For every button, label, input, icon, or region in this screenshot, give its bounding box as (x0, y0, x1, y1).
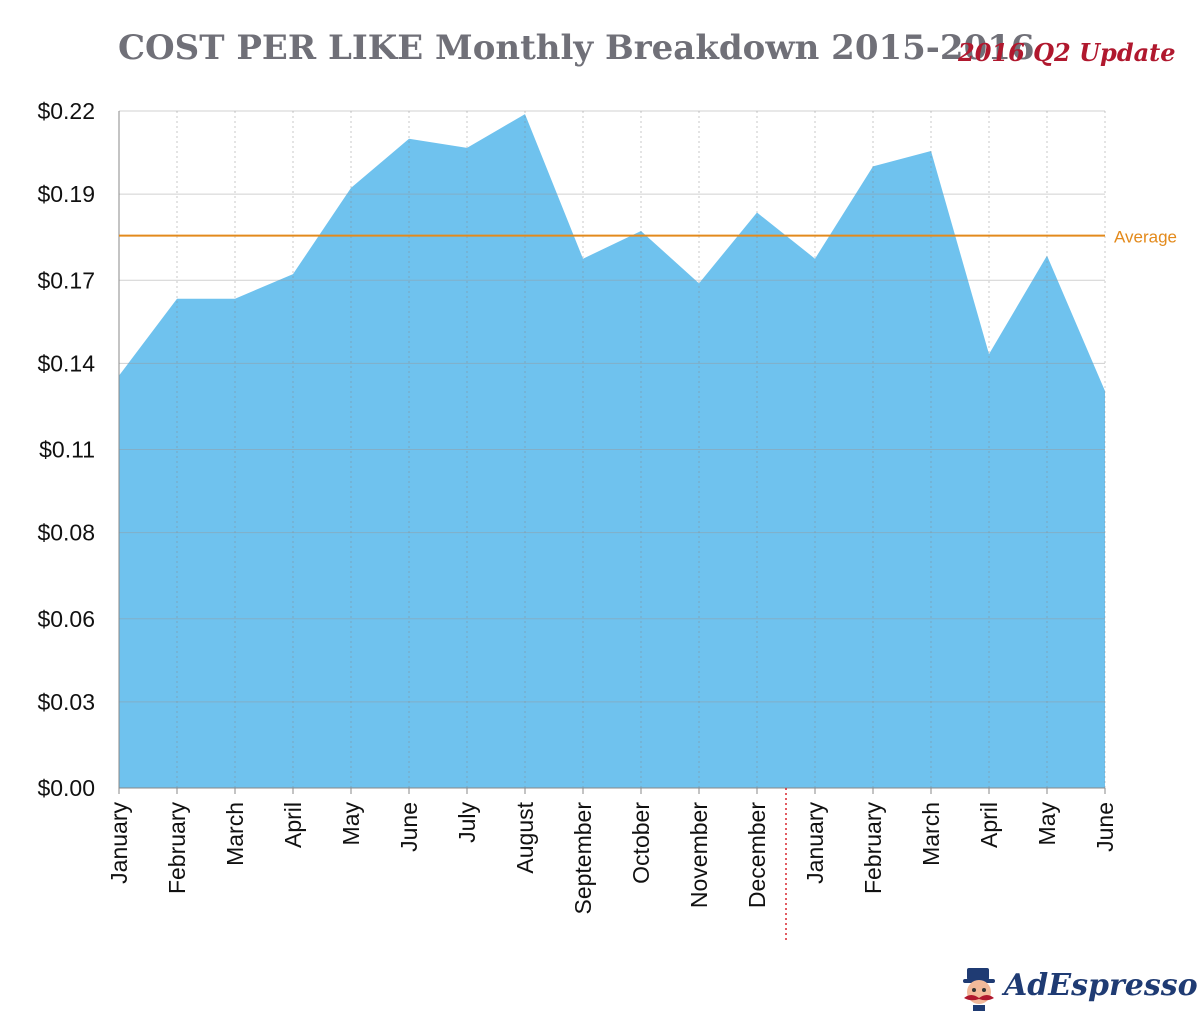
x-tick-label: September (570, 802, 596, 915)
x-tick-label: February (164, 802, 190, 895)
x-tick-label: March (222, 802, 248, 866)
y-tick-label: $0.22 (37, 98, 95, 124)
x-tick-label: January (106, 802, 132, 884)
x-tick-label: November (686, 802, 712, 908)
y-tick-label: $0.19 (37, 181, 95, 207)
y-tick-label: $0.06 (37, 606, 95, 632)
x-tick-label: June (1092, 802, 1118, 852)
x-tick-label: April (976, 802, 1002, 848)
y-tick-label: $0.00 (37, 775, 95, 801)
y-tick-label: $0.14 (37, 350, 95, 376)
brand-logo: AdEspresso (1004, 968, 1198, 1003)
update-badge: 2016 Q2 Update (958, 38, 1176, 67)
y-tick-label: $0.17 (37, 267, 95, 293)
x-tick-label: July (454, 802, 480, 843)
x-tick-label: May (338, 802, 364, 846)
x-tick-label: February (860, 802, 886, 895)
area-series (119, 114, 1105, 788)
x-tick-label: June (396, 802, 422, 852)
x-tick-label: October (628, 802, 654, 884)
average-label: Average (1114, 228, 1177, 247)
x-tick-label: December (744, 802, 770, 908)
x-tick-label: August (512, 801, 538, 873)
y-tick-label: $0.11 (39, 437, 95, 463)
y-tick-label: $0.08 (37, 520, 95, 546)
x-tick-label: April (280, 802, 306, 848)
x-tick-label: January (802, 802, 828, 884)
mustache-mascot-icon (963, 968, 995, 1011)
x-tick-label: May (1034, 802, 1060, 846)
y-tick-label: $0.03 (37, 689, 95, 715)
chart-title: COST PER LIKE Monthly Breakdown 2015-201… (118, 28, 1035, 68)
x-tick-label: March (918, 802, 944, 866)
